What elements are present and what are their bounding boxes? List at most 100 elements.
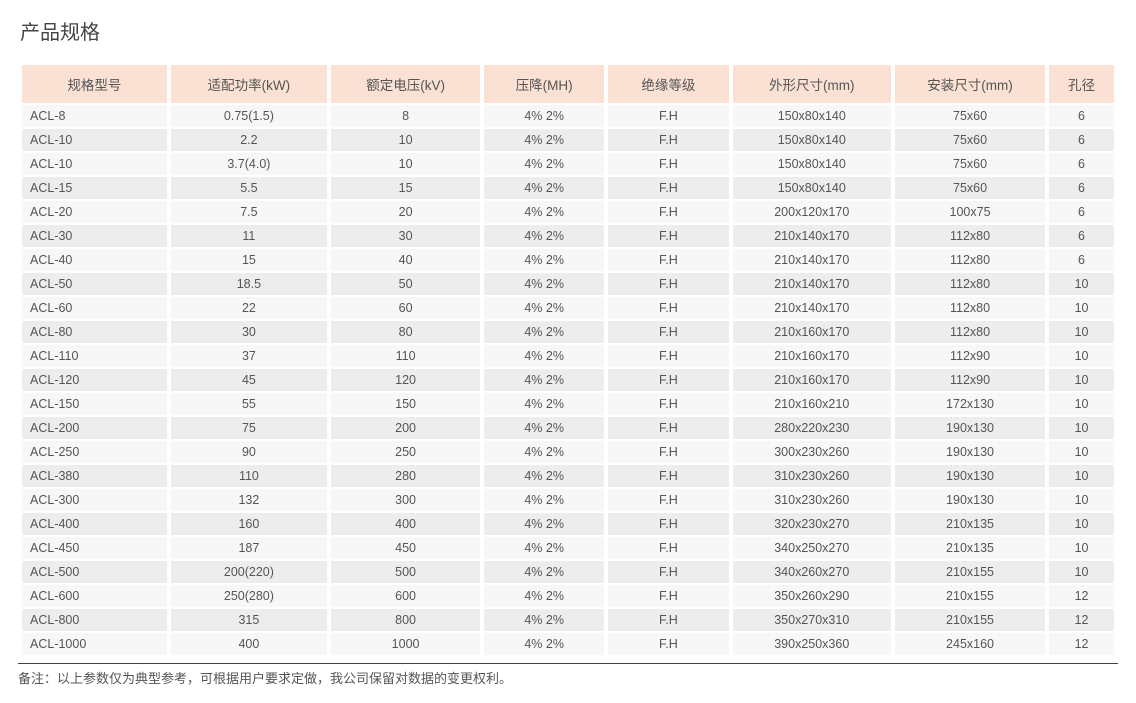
table-cell: F.H — [608, 537, 728, 559]
table-row: ACL-4501874504% 2%F.H340x250x270210x1351… — [22, 537, 1114, 559]
table-cell: 90 — [171, 441, 327, 463]
table-cell: 12 — [1049, 633, 1114, 655]
table-cell: 4% 2% — [484, 441, 604, 463]
table-cell: 150 — [331, 393, 480, 415]
table-cell: 60 — [331, 297, 480, 319]
table-cell: 450 — [331, 537, 480, 559]
table-cell: 10 — [1049, 513, 1114, 535]
table-cell: 245x160 — [895, 633, 1045, 655]
table-cell: 4% 2% — [484, 153, 604, 175]
table-cell: 112x80 — [895, 273, 1045, 295]
table-cell: 320x230x270 — [733, 513, 892, 535]
table-row: ACL-155.5154% 2%F.H150x80x14075x606 — [22, 177, 1114, 199]
table-cell: 10 — [1049, 345, 1114, 367]
table-cell: ACL-8 — [22, 105, 167, 127]
table-cell: 55 — [171, 393, 327, 415]
table-cell: 310x230x260 — [733, 465, 892, 487]
table-row: ACL-6022604% 2%F.H210x140x170112x8010 — [22, 297, 1114, 319]
table-cell: ACL-60 — [22, 297, 167, 319]
table-header-cell: 孔径 — [1049, 65, 1114, 103]
table-row: ACL-150551504% 2%F.H210x160x210172x13010 — [22, 393, 1114, 415]
table-header-row: 规格型号适配功率(kW)额定电压(kV)压降(MH)绝缘等级外形尺寸(mm)安装… — [22, 65, 1114, 103]
table-cell: 400 — [331, 513, 480, 535]
table-cell: 500 — [331, 561, 480, 583]
table-cell: 10 — [1049, 273, 1114, 295]
table-cell: 75x60 — [895, 105, 1045, 127]
table-cell: 10 — [1049, 393, 1114, 415]
table-cell: 112x80 — [895, 297, 1045, 319]
table-cell: F.H — [608, 153, 728, 175]
table-cell: ACL-110 — [22, 345, 167, 367]
table-cell: F.H — [608, 585, 728, 607]
table-cell: 4% 2% — [484, 489, 604, 511]
table-footnote: 备注：以上参数仅为典型参考，可根据用户要求定做，我公司保留对数据的变更权利。 — [18, 663, 1118, 687]
table-cell: ACL-200 — [22, 417, 167, 439]
table-cell: 4% 2% — [484, 609, 604, 631]
table-cell: 210x155 — [895, 561, 1045, 583]
table-cell: F.H — [608, 369, 728, 391]
spec-table: 规格型号适配功率(kW)额定电压(kV)压降(MH)绝缘等级外形尺寸(mm)安装… — [18, 63, 1118, 657]
table-cell: F.H — [608, 465, 728, 487]
table-cell: ACL-20 — [22, 201, 167, 223]
table-cell: ACL-250 — [22, 441, 167, 463]
table-header-cell: 适配功率(kW) — [171, 65, 327, 103]
table-cell: 280 — [331, 465, 480, 487]
table-cell: ACL-800 — [22, 609, 167, 631]
table-cell: 4% 2% — [484, 513, 604, 535]
table-cell: 4% 2% — [484, 273, 604, 295]
table-header-cell: 安装尺寸(mm) — [895, 65, 1045, 103]
table-cell: 3.7(4.0) — [171, 153, 327, 175]
table-cell: 4% 2% — [484, 201, 604, 223]
table-cell: F.H — [608, 201, 728, 223]
table-cell: 6 — [1049, 129, 1114, 151]
table-cell: 210x160x170 — [733, 369, 892, 391]
table-cell: 5.5 — [171, 177, 327, 199]
table-cell: ACL-450 — [22, 537, 167, 559]
table-row: ACL-250902504% 2%F.H300x230x260190x13010 — [22, 441, 1114, 463]
table-header-cell: 绝缘等级 — [608, 65, 728, 103]
table-cell: 37 — [171, 345, 327, 367]
table-cell: 200 — [331, 417, 480, 439]
table-cell: 75 — [171, 417, 327, 439]
table-cell: 4% 2% — [484, 177, 604, 199]
table-cell: 390x250x360 — [733, 633, 892, 655]
table-cell: 300x230x260 — [733, 441, 892, 463]
table-header-cell: 外形尺寸(mm) — [733, 65, 892, 103]
table-row: ACL-500200(220)5004% 2%F.H340x260x270210… — [22, 561, 1114, 583]
table-cell: 4% 2% — [484, 297, 604, 319]
table-cell: 10 — [1049, 537, 1114, 559]
table-cell: 310x230x260 — [733, 489, 892, 511]
table-cell: 18.5 — [171, 273, 327, 295]
table-header-cell: 额定电压(kV) — [331, 65, 480, 103]
table-cell: ACL-1000 — [22, 633, 167, 655]
table-cell: F.H — [608, 393, 728, 415]
table-cell: 10 — [331, 153, 480, 175]
table-cell: 200x120x170 — [733, 201, 892, 223]
page-title: 产品规格 — [20, 16, 1118, 45]
table-cell: 112x90 — [895, 345, 1045, 367]
table-row: ACL-120451204% 2%F.H210x160x170112x9010 — [22, 369, 1114, 391]
table-cell: 340x250x270 — [733, 537, 892, 559]
table-row: ACL-4015404% 2%F.H210x140x170112x806 — [22, 249, 1114, 271]
table-cell: 4% 2% — [484, 105, 604, 127]
table-cell: 8 — [331, 105, 480, 127]
table-cell: 210x155 — [895, 609, 1045, 631]
table-cell: 340x260x270 — [733, 561, 892, 583]
table-cell: ACL-40 — [22, 249, 167, 271]
table-cell: ACL-400 — [22, 513, 167, 535]
table-cell: F.H — [608, 609, 728, 631]
table-cell: 75x60 — [895, 177, 1045, 199]
table-cell: 4% 2% — [484, 537, 604, 559]
table-cell: 210x140x170 — [733, 273, 892, 295]
table-cell: 2.2 — [171, 129, 327, 151]
table-row: ACL-80.75(1.5)84% 2%F.H150x80x14075x606 — [22, 105, 1114, 127]
table-cell: ACL-120 — [22, 369, 167, 391]
table-cell: 190x130 — [895, 489, 1045, 511]
table-cell: 210x135 — [895, 513, 1045, 535]
table-cell: 150x80x140 — [733, 129, 892, 151]
table-cell: 7.5 — [171, 201, 327, 223]
table-row: ACL-5018.5504% 2%F.H210x140x170112x8010 — [22, 273, 1114, 295]
table-cell: 112x80 — [895, 249, 1045, 271]
table-cell: 210x140x170 — [733, 297, 892, 319]
table-cell: 30 — [331, 225, 480, 247]
